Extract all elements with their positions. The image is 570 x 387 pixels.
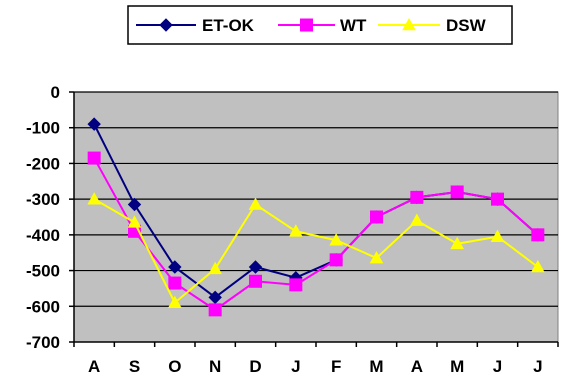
legend-label: ET-OK [202, 16, 255, 35]
legend-entry: DSW [378, 16, 487, 35]
data-point [248, 197, 263, 210]
x-tick-label: J [291, 357, 300, 376]
legend-entry: ET-OK [136, 16, 255, 35]
data-point [87, 151, 101, 165]
data-point [410, 190, 424, 204]
legend-entry: WT [278, 16, 367, 35]
data-point [208, 303, 222, 317]
data-point [490, 229, 505, 242]
data-point [329, 253, 343, 267]
legend-marker [402, 17, 416, 31]
y-axis-ticks: 0 -100 -200 -300 -400 -500 -600 -700 [26, 83, 74, 352]
data-point [248, 260, 263, 274]
y-tick-label: -600 [26, 297, 60, 316]
series-wt [87, 151, 545, 317]
data-point [289, 278, 303, 292]
series-line [93, 198, 539, 305]
y-tick-label: -500 [26, 262, 60, 281]
data-point [370, 210, 383, 224]
legend-marker [300, 18, 313, 32]
data-point [288, 224, 303, 237]
x-tick-label: J [533, 357, 542, 376]
legend: ET-OK WT DSW [127, 5, 513, 45]
x-tick-label: O [168, 357, 181, 376]
data-point [208, 261, 223, 275]
y-tick-label: -400 [26, 226, 60, 245]
data-point [127, 197, 142, 212]
x-tick-label: D [249, 357, 261, 376]
data-point [450, 185, 464, 199]
legend-marker [159, 18, 173, 32]
legend-label: DSW [446, 16, 487, 35]
data-point [409, 213, 424, 226]
data-point [127, 215, 142, 228]
data-point [530, 259, 545, 273]
x-tick-label: J [493, 357, 502, 376]
data-point [450, 236, 465, 250]
series-line [93, 157, 539, 312]
x-tick-label: N [209, 357, 221, 376]
y-tick-label: -100 [26, 119, 60, 138]
y-tick-label: -700 [26, 333, 60, 352]
x-tick-label: A [411, 357, 423, 376]
data-point [329, 233, 344, 246]
x-tick-label: S [129, 357, 140, 376]
data-point [249, 274, 262, 288]
series-dsw [87, 192, 545, 309]
x-tick-label: M [450, 357, 464, 376]
data-point [168, 276, 182, 290]
series-layer [87, 117, 545, 317]
x-tick-label: F [331, 357, 341, 376]
data-point [87, 192, 102, 205]
data-point [167, 295, 182, 309]
data-point [168, 260, 182, 274]
y-tick-label: 0 [51, 83, 60, 102]
data-point [531, 228, 545, 242]
y-tick-label: -300 [26, 190, 60, 209]
y-tick-label: -200 [26, 154, 60, 173]
x-tick-label: A [88, 357, 100, 376]
legend-label: WT [340, 16, 367, 35]
data-point [491, 192, 504, 206]
x-tick-label: M [369, 357, 383, 376]
plot-area [73, 91, 559, 343]
data-point [369, 251, 384, 264]
data-point [87, 117, 101, 131]
